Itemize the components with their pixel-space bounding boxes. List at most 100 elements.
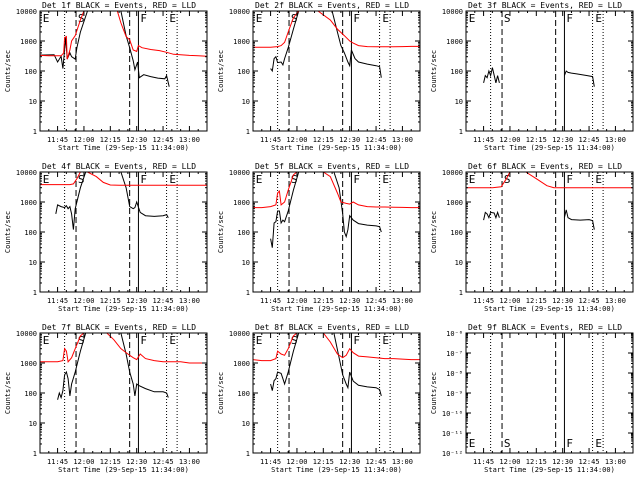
events-series-line bbox=[40, 11, 170, 87]
y-tick-label: 1000 bbox=[233, 38, 250, 46]
marker-label: E bbox=[256, 334, 263, 347]
x-tick-label: 13:00 bbox=[392, 136, 413, 144]
panel-title: Det 4f BLACK = Events, RED = LLD bbox=[42, 162, 196, 171]
y-tick-label: 1000 bbox=[20, 360, 37, 368]
x-tick-label: 12:00 bbox=[286, 458, 307, 466]
y-axis-label: Counts/sec bbox=[217, 211, 225, 253]
lld-series-line bbox=[253, 333, 420, 362]
x-tick-label: 12:30 bbox=[126, 136, 147, 144]
y-tick-label: 10⁻¹⁰ bbox=[442, 410, 463, 418]
y-tick-label: 10000 bbox=[16, 8, 37, 16]
marker-label: E bbox=[169, 12, 176, 25]
x-tick-label: 13:00 bbox=[605, 297, 626, 305]
panel-title: Det 2f BLACK = Events, RED = LLD bbox=[255, 1, 409, 10]
lld-series-line bbox=[253, 172, 420, 209]
x-tick-label: 12:45 bbox=[366, 136, 387, 144]
x-axis-label: Start Time (29-Sep-15 11:34:00) bbox=[58, 144, 189, 152]
x-tick-label: 11:45 bbox=[473, 297, 494, 305]
y-tick-label: 100 bbox=[450, 68, 463, 76]
marker-label: F bbox=[353, 173, 360, 186]
marker-label: E bbox=[469, 12, 476, 25]
x-tick-label: 12:30 bbox=[126, 297, 147, 305]
marker-label: S bbox=[78, 334, 85, 347]
y-tick-label: 1000 bbox=[233, 199, 250, 207]
x-tick-label: 11:45 bbox=[47, 136, 68, 144]
events-series-line bbox=[270, 11, 382, 78]
marker-label: E bbox=[382, 12, 389, 25]
x-tick-label: 12:30 bbox=[552, 136, 573, 144]
lld-series-line bbox=[253, 11, 420, 48]
y-tick-label: 10 bbox=[29, 98, 37, 106]
lld-series-line bbox=[466, 172, 633, 189]
y-tick-label: 10000 bbox=[442, 8, 463, 16]
y-tick-label: 1 bbox=[246, 289, 250, 297]
y-tick-label: 1 bbox=[459, 128, 463, 136]
panel-det-5: Det 5f BLACK = Events, RED = LLD E S F E 1 10 1… bbox=[217, 162, 421, 313]
marker-label: F bbox=[353, 12, 360, 25]
lld-series-line bbox=[40, 11, 207, 60]
events-series-line bbox=[563, 209, 595, 230]
x-tick-label: 12:15 bbox=[100, 136, 121, 144]
panel-title: Det 6f BLACK = Events, RED = LLD bbox=[468, 162, 622, 171]
y-tick-label: 100 bbox=[237, 390, 250, 398]
marker-label: S bbox=[291, 173, 298, 186]
x-tick-label: 12:00 bbox=[73, 297, 94, 305]
marker-label: E bbox=[43, 12, 50, 25]
y-axis-label: Counts/sec bbox=[4, 211, 12, 253]
marker-label: E bbox=[595, 12, 602, 25]
x-tick-label: 12:15 bbox=[313, 136, 334, 144]
x-tick-label: 13:00 bbox=[179, 136, 200, 144]
x-tick-label: 11:45 bbox=[473, 458, 494, 466]
y-tick-label: 1000 bbox=[446, 38, 463, 46]
x-axis-label: Start Time (29-Sep-15 11:34:00) bbox=[271, 144, 402, 152]
events-series-line bbox=[270, 333, 382, 397]
y-tick-label: 10 bbox=[242, 259, 250, 267]
y-tick-label: 100 bbox=[237, 229, 250, 237]
marker-label: S bbox=[291, 334, 298, 347]
y-tick-label: 100 bbox=[24, 390, 37, 398]
x-axis-label: Start Time (29-Sep-15 11:34:00) bbox=[271, 466, 402, 474]
y-tick-label: 10000 bbox=[229, 8, 250, 16]
marker-label: E bbox=[43, 334, 50, 347]
marker-label: E bbox=[169, 173, 176, 186]
x-tick-label: 12:45 bbox=[579, 136, 600, 144]
y-tick-label: 10 bbox=[29, 420, 37, 428]
panel-title: Det 3f BLACK = Events, RED = LLD bbox=[468, 1, 622, 10]
marker-label: E bbox=[469, 437, 476, 450]
y-tick-label: 10000 bbox=[229, 169, 250, 177]
panel-det-2: Det 2f BLACK = Events, RED = LLD E S F E 1 10 1… bbox=[217, 1, 421, 152]
x-tick-label: 11:45 bbox=[47, 458, 68, 466]
x-tick-label: 13:00 bbox=[605, 136, 626, 144]
y-tick-label: 100 bbox=[450, 229, 463, 237]
x-tick-label: 11:45 bbox=[47, 297, 68, 305]
panel-title: Det 9f BLACK = Events, RED = LLD bbox=[468, 323, 622, 332]
y-axis-label: Counts/sec bbox=[217, 372, 225, 414]
x-tick-label: 12:15 bbox=[100, 458, 121, 466]
x-axis-label: Start Time (29-Sep-15 11:34:00) bbox=[484, 144, 615, 152]
x-tick-label: 11:45 bbox=[260, 458, 281, 466]
y-axis-label: Counts/sec bbox=[430, 372, 438, 414]
panel-title: Det 8f BLACK = Events, RED = LLD bbox=[255, 323, 409, 332]
panel-det-3: Det 3f BLACK = Events, RED = LLD E S F E 1 10 1… bbox=[430, 1, 634, 152]
events-series-line bbox=[55, 172, 169, 230]
y-tick-label: 1000 bbox=[233, 360, 250, 368]
y-tick-label: 10 bbox=[455, 259, 463, 267]
y-axis-label: Counts/sec bbox=[4, 50, 12, 92]
x-tick-label: 12:00 bbox=[499, 136, 520, 144]
x-tick-label: 12:45 bbox=[579, 458, 600, 466]
panel-det-8: Det 8f BLACK = Events, RED = LLD E S F E 1 10 1… bbox=[217, 323, 421, 474]
y-tick-label: 10 bbox=[242, 420, 250, 428]
panel-title: Det 5f BLACK = Events, RED = LLD bbox=[255, 162, 409, 171]
marker-label: S bbox=[504, 173, 511, 186]
lld-series-line bbox=[40, 333, 207, 364]
x-tick-label: 12:45 bbox=[153, 458, 174, 466]
marker-label: E bbox=[43, 173, 50, 186]
y-tick-label: 1 bbox=[33, 289, 37, 297]
y-tick-label: 1 bbox=[33, 128, 37, 136]
marker-label: E bbox=[382, 334, 389, 347]
panel-det-6: Det 6f BLACK = Events, RED = LLD E S F E 1 10 1… bbox=[430, 162, 634, 313]
x-axis-label: Start Time (29-Sep-15 11:34:00) bbox=[58, 305, 189, 313]
y-tick-label: 10000 bbox=[442, 169, 463, 177]
y-tick-label: 10⁻⁶ bbox=[446, 330, 463, 338]
